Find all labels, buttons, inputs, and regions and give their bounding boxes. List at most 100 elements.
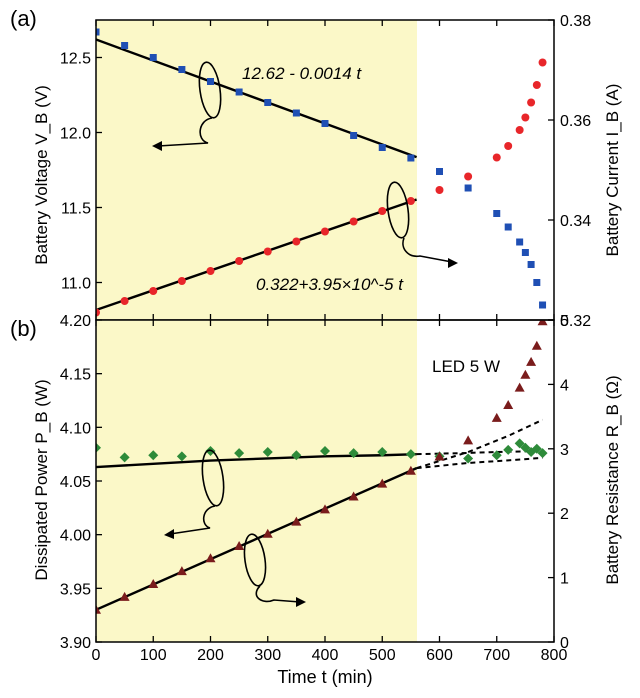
power-point xyxy=(119,452,130,463)
panel-b-highlight xyxy=(96,320,417,642)
resistance-point xyxy=(503,400,514,410)
power-point xyxy=(531,443,542,454)
x-tick-label: 400 xyxy=(312,647,339,664)
resistance-point xyxy=(537,320,548,326)
panel-a: 12.5 12.0 11.5 11.0 0.38 0.36 0.34 0.32 (a) 12.… xyxy=(10,6,622,330)
left-y-tick-label: 12.5 xyxy=(60,51,91,68)
resistance-axis-arrow xyxy=(243,533,306,607)
resistance-point xyxy=(176,566,187,576)
current-point xyxy=(349,217,358,226)
panel-a-ticks: 12.5 12.0 11.5 11.0 0.38 0.36 0.34 0.32 xyxy=(60,13,591,330)
current-point xyxy=(406,197,415,205)
x-tick-label: 200 xyxy=(197,647,224,664)
voltage-point xyxy=(504,223,512,231)
voltage-point xyxy=(539,301,547,309)
resistance-point xyxy=(514,382,525,392)
voltage-point xyxy=(516,238,524,246)
extrapolated-fit-line xyxy=(416,418,543,470)
resistance-point xyxy=(291,516,302,526)
current-point xyxy=(521,113,530,122)
resistance-point xyxy=(520,369,531,379)
panel-b-right-ylabel: Battery Resistance R_B (Ω) xyxy=(603,375,622,584)
resistance-point xyxy=(526,356,537,366)
resistance-point xyxy=(377,478,388,488)
voltage-point xyxy=(407,154,415,162)
current-point xyxy=(120,297,129,305)
power-point xyxy=(234,448,245,459)
left-y-tick-label: 3.90 xyxy=(60,635,91,652)
voltage-point xyxy=(464,184,472,192)
current-point xyxy=(235,257,244,265)
resistance-point xyxy=(405,465,416,475)
power-point xyxy=(405,449,416,460)
resistance-point xyxy=(234,541,245,551)
left-y-tick-label: 11.5 xyxy=(61,201,91,218)
resistance-point xyxy=(348,491,359,501)
resistance-point xyxy=(531,340,542,350)
voltage-point xyxy=(533,279,541,286)
extrapolated-fit-line xyxy=(416,449,543,456)
resistance-point xyxy=(463,435,474,445)
voltage-fit-annotation: 12.62 - 0.0014 t xyxy=(242,64,362,83)
panel-b-left-ylabel: Dissipated Power P_B (W) xyxy=(32,379,51,580)
fit-line xyxy=(96,38,418,159)
left-y-tick-label: 4.10 xyxy=(60,420,91,437)
x-tick-label: 300 xyxy=(254,647,281,664)
x-tick-label: 100 xyxy=(140,647,167,664)
led-annotation: LED 5 W xyxy=(432,357,500,376)
power-point xyxy=(96,442,101,453)
left-y-tick-label: 4.15 xyxy=(60,367,91,384)
panel-a-label: (a) xyxy=(10,6,37,31)
x-tick-label: 600 xyxy=(426,647,453,664)
panel-b-series-power xyxy=(96,438,548,464)
power-point xyxy=(520,442,531,453)
resistance-point xyxy=(262,528,273,538)
resistance-point xyxy=(148,579,159,589)
panel-a-left-ylabel: Battery Voltage V_B (V) xyxy=(32,85,51,265)
voltage-point xyxy=(436,168,443,175)
current-point xyxy=(515,126,524,134)
voltage-point xyxy=(264,99,272,106)
voltage-point xyxy=(149,54,157,61)
right-y-tick-label: 0 xyxy=(560,635,569,652)
right-y-tick-label: 0.34 xyxy=(560,213,591,230)
power-point xyxy=(377,447,388,458)
power-point xyxy=(348,448,359,459)
power-point xyxy=(491,450,502,461)
power-axis-arrow xyxy=(164,449,225,539)
voltage-axis-arrow xyxy=(152,61,222,151)
left-y-tick-label: 4.05 xyxy=(60,474,91,491)
voltage-point xyxy=(235,88,243,96)
power-point xyxy=(503,444,514,455)
x-tick-label: 0 xyxy=(92,647,101,664)
current-point xyxy=(504,142,513,150)
right-y-tick-label: 5 xyxy=(560,313,569,330)
panel-a-highlight xyxy=(96,20,417,320)
x-tick-label: 700 xyxy=(483,647,510,664)
current-point xyxy=(292,237,301,246)
power-point xyxy=(291,450,302,461)
panel-a-right-ylabel: Battery Current I_B (A) xyxy=(603,84,622,257)
current-point xyxy=(96,308,100,317)
left-y-tick-label: 4.00 xyxy=(60,528,91,545)
power-point xyxy=(320,445,330,456)
current-point xyxy=(527,98,536,107)
power-point xyxy=(514,438,525,449)
right-y-tick-label: 2 xyxy=(560,506,569,523)
current-point xyxy=(206,267,215,275)
power-point xyxy=(176,451,187,462)
x-tick-label: 800 xyxy=(541,647,568,664)
x-tick-label: 500 xyxy=(369,647,396,664)
current-point xyxy=(538,58,547,67)
voltage-point xyxy=(521,249,529,256)
right-y-tick-label: 4 xyxy=(560,377,569,394)
resistance-point xyxy=(205,553,216,563)
voltage-point xyxy=(350,132,358,139)
voltage-point xyxy=(96,28,100,36)
current-point xyxy=(149,287,158,295)
power-point xyxy=(537,448,548,459)
right-y-tick-label: 0.32 xyxy=(560,313,591,330)
current-point xyxy=(263,247,272,256)
